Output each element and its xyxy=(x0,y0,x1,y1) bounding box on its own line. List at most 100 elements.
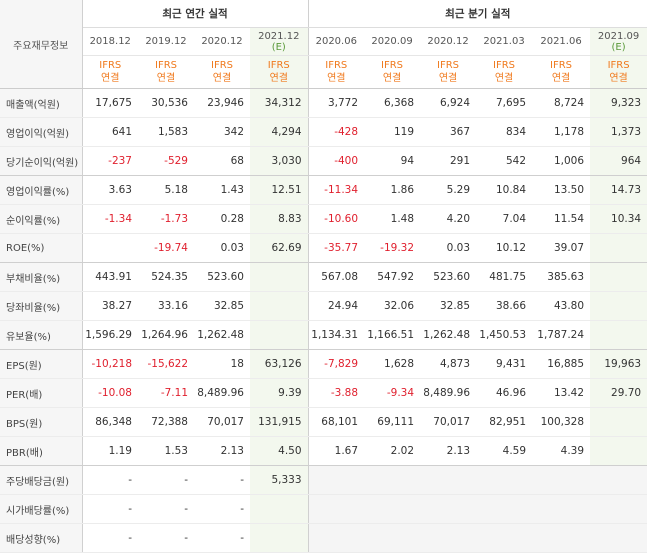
value-cell: 68,101 xyxy=(307,407,365,437)
period-label: 2020.12 xyxy=(201,36,243,47)
row-label: PBR(배) xyxy=(0,436,83,466)
value-cell: 119 xyxy=(364,117,421,147)
value-cell: 43.80 xyxy=(532,291,591,321)
table-row: 당기순이익(억원) -237 -529 68 3,030 -400 94 291 542 1,00… xyxy=(0,146,647,176)
value-cell: 11.54 xyxy=(532,204,591,234)
value-cell: - xyxy=(82,494,138,524)
value-cell: 5,333 xyxy=(250,465,309,495)
value-cell: 367 xyxy=(420,117,477,147)
ifrs-label: IFRS xyxy=(550,60,573,71)
table-row: PER(배) -10.08 -7.11 8,489.96 9.39 -3.88 -9.34 8… xyxy=(0,378,647,408)
row-label: 매출액(억원) xyxy=(0,88,83,118)
value-cell: 38.27 xyxy=(82,291,138,321)
row-label: 영업이익률(%) xyxy=(0,175,83,205)
value-cell: 9,323 xyxy=(590,88,647,118)
value-cell: 5.29 xyxy=(420,175,477,205)
value-cell: 3,030 xyxy=(250,146,309,176)
value-cell: 443.91 xyxy=(82,262,138,292)
value-cell: 14.73 xyxy=(590,175,647,205)
value-cell xyxy=(590,291,647,321)
value-cell: 4,873 xyxy=(420,349,477,379)
table-row: EPS(원) -10,218 -15,622 18 63,126 -7,829 1,628 4… xyxy=(0,349,647,379)
ifrs-label: IFRS xyxy=(99,60,122,71)
value-cell: 13.50 xyxy=(532,175,591,205)
value-cell: 1.19 xyxy=(82,436,138,466)
ifrs-header: IFRS 연결 xyxy=(590,55,647,89)
value-cell: 70,017 xyxy=(194,407,250,437)
value-cell: -9.34 xyxy=(364,378,421,408)
value-cell: 23,946 xyxy=(194,88,250,118)
row-label: 당좌비율(%) xyxy=(0,291,83,321)
value-cell: 82,951 xyxy=(476,407,533,437)
period-label: 2019.12 xyxy=(145,36,187,47)
period-label: 2021.09 xyxy=(597,30,640,42)
period-label: 2020.09 xyxy=(371,36,413,47)
value-cell: 342 xyxy=(194,117,250,147)
value-cell: 72,388 xyxy=(138,407,194,437)
value-cell: -237 xyxy=(82,146,138,176)
period-header: 2019.12 xyxy=(138,27,194,56)
value-cell: 0.03 xyxy=(420,233,477,263)
value-cell: 3.63 xyxy=(82,175,138,205)
ifrs-label: IFRS xyxy=(325,60,348,71)
value-cell: 385.63 xyxy=(532,262,591,292)
table-row: 순이익률(%) -1.34 -1.73 0.28 8.83 -10.60 1.48 4.20 7… xyxy=(0,204,647,234)
value-cell: 18 xyxy=(194,349,250,379)
value-cell: 13.42 xyxy=(532,378,591,408)
value-cell: -15,622 xyxy=(138,349,194,379)
value-cell: 39.07 xyxy=(532,233,591,263)
value-cell: 4.59 xyxy=(476,436,533,466)
table-row: PBR(배) 1.19 1.53 2.13 4.50 1.67 2.02 2.13 4.59 4.… xyxy=(0,436,647,466)
ifrs-header: IFRS 연결 xyxy=(82,55,138,89)
ifrs-label: IFRS xyxy=(493,60,516,71)
period-header: 2020.12 xyxy=(194,27,250,56)
value-cell: 6,368 xyxy=(364,88,421,118)
value-cell: 1,178 xyxy=(532,117,591,147)
value-cell xyxy=(590,262,647,292)
row-label: 시가배당률(%) xyxy=(0,494,83,524)
period-label: 2021.03 xyxy=(483,36,525,47)
value-cell: 4.39 xyxy=(532,436,591,466)
value-cell: 16,885 xyxy=(532,349,591,379)
period-label: 2020.06 xyxy=(315,36,357,47)
value-cell: -11.34 xyxy=(307,175,365,205)
table-row: 부채비율(%) 443.91 524.35 523.60 567.08 547.92 523… xyxy=(0,262,647,292)
value-cell: 38.66 xyxy=(476,291,533,321)
table-row: 시가배당률(%) - - - xyxy=(0,494,647,524)
row-label: 부채비율(%) xyxy=(0,262,83,292)
period-header: 2021.03 xyxy=(476,27,533,56)
table-row: ROE(%) -19.74 0.03 62.69 -35.77 -19.32 0.03 10.… xyxy=(0,233,647,263)
ifrs-header: IFRS 연결 xyxy=(250,55,309,89)
period-header: 2020.12 xyxy=(420,27,477,56)
value-cell: 1,134.31 xyxy=(307,320,365,350)
period-label: 2021.06 xyxy=(540,36,582,47)
value-cell: 1,264.96 xyxy=(138,320,194,350)
period-header: 2018.12 xyxy=(82,27,138,56)
ifrs-header: IFRS 연결 xyxy=(307,55,365,89)
value-cell: 12.51 xyxy=(250,175,309,205)
value-cell: 2.02 xyxy=(364,436,421,466)
value-cell: 1.43 xyxy=(194,175,250,205)
value-cell: - xyxy=(138,465,194,495)
period-header: 2021.06 xyxy=(532,27,591,56)
value-cell: 30,536 xyxy=(138,88,194,118)
value-cell: 10.84 xyxy=(476,175,533,205)
value-cell: -10,218 xyxy=(82,349,138,379)
value-cell: -10.08 xyxy=(82,378,138,408)
empty-cell xyxy=(307,494,647,524)
table-row: BPS(원) 86,348 72,388 70,017 131,915 68,101 69,… xyxy=(0,407,647,437)
value-cell: 0.28 xyxy=(194,204,250,234)
value-cell: 567.08 xyxy=(307,262,365,292)
value-cell: 8,489.96 xyxy=(194,378,250,408)
ifrs-header: IFRS 연결 xyxy=(532,55,591,89)
value-cell: -10.60 xyxy=(307,204,365,234)
value-cell xyxy=(590,436,647,466)
ifrs-header: IFRS 연결 xyxy=(420,55,477,89)
row-label: 당기순이익(억원) xyxy=(0,146,83,176)
value-cell: 1,596.29 xyxy=(82,320,138,350)
value-cell: 10.34 xyxy=(590,204,647,234)
value-cell: 5.18 xyxy=(138,175,194,205)
value-cell: 8,724 xyxy=(532,88,591,118)
estimate-marker: (E) xyxy=(271,41,286,53)
value-cell: 481.75 xyxy=(476,262,533,292)
